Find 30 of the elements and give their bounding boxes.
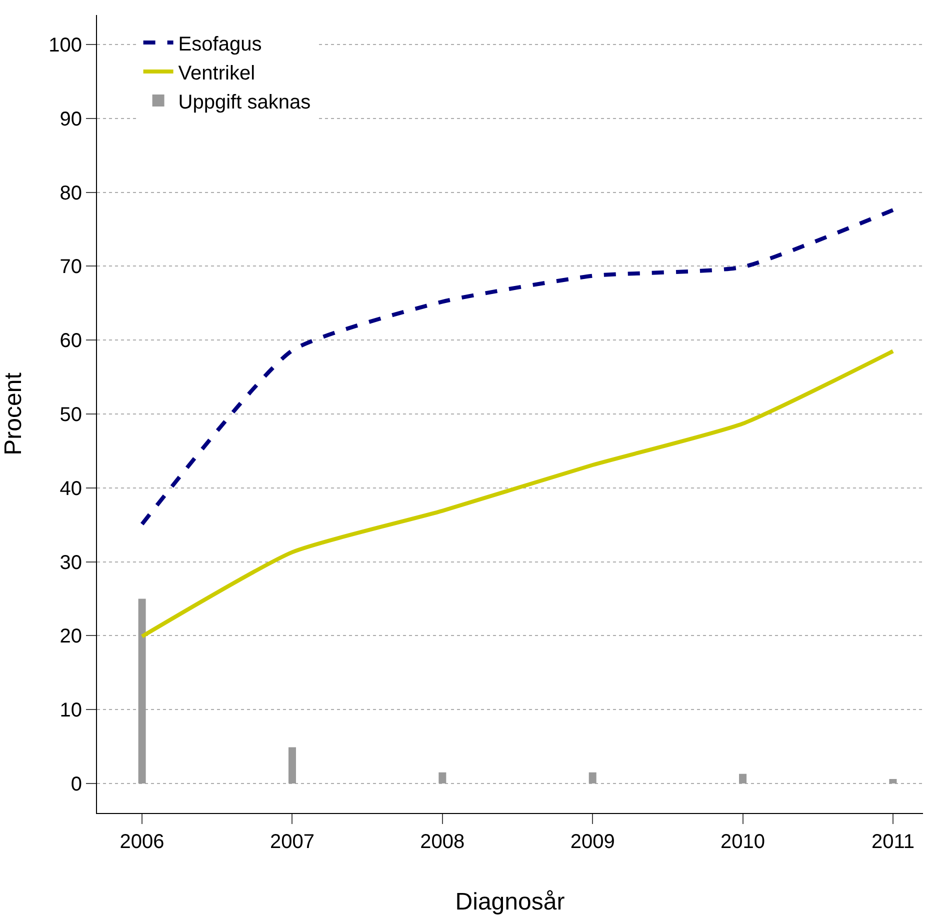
y-tick-label: 80: [60, 182, 82, 204]
x-tick-label: 2007: [270, 831, 314, 853]
y-tick-label: 60: [60, 330, 82, 352]
y-tick-label: 20: [60, 626, 82, 648]
legend-label: Esofagus: [178, 33, 262, 56]
bar: [138, 598, 146, 784]
bar: [438, 772, 446, 784]
x-axis-title: Diagnosår: [455, 888, 565, 916]
legend-label: Uppgift saknas: [178, 91, 311, 114]
legend-label: Ventrikel: [178, 62, 256, 84]
y-tick-label: 10: [60, 700, 82, 722]
y-tick-label: 0: [70, 773, 82, 796]
y-axis-title: Procent: [0, 372, 27, 456]
y-tick-label: 30: [60, 552, 82, 574]
x-tick-label: 2010: [720, 831, 766, 853]
line-series: [140, 208, 895, 526]
bar: [588, 772, 596, 784]
x-tick-label: 2008: [420, 831, 465, 853]
bar: [739, 774, 747, 784]
x-tick-label: 2009: [570, 831, 615, 853]
bar: [288, 747, 296, 784]
line-series: [140, 349, 895, 638]
y-tick-label: 70: [60, 256, 82, 278]
bar: [889, 779, 897, 784]
y-tick-label: 40: [60, 478, 82, 500]
x-tick-label: 2011: [871, 831, 914, 853]
y-tick-label: 50: [60, 404, 82, 426]
x-tick-label: 2006: [120, 831, 164, 853]
y-tick-label: 100: [48, 34, 82, 57]
y-tick-label: 90: [60, 108, 82, 130]
